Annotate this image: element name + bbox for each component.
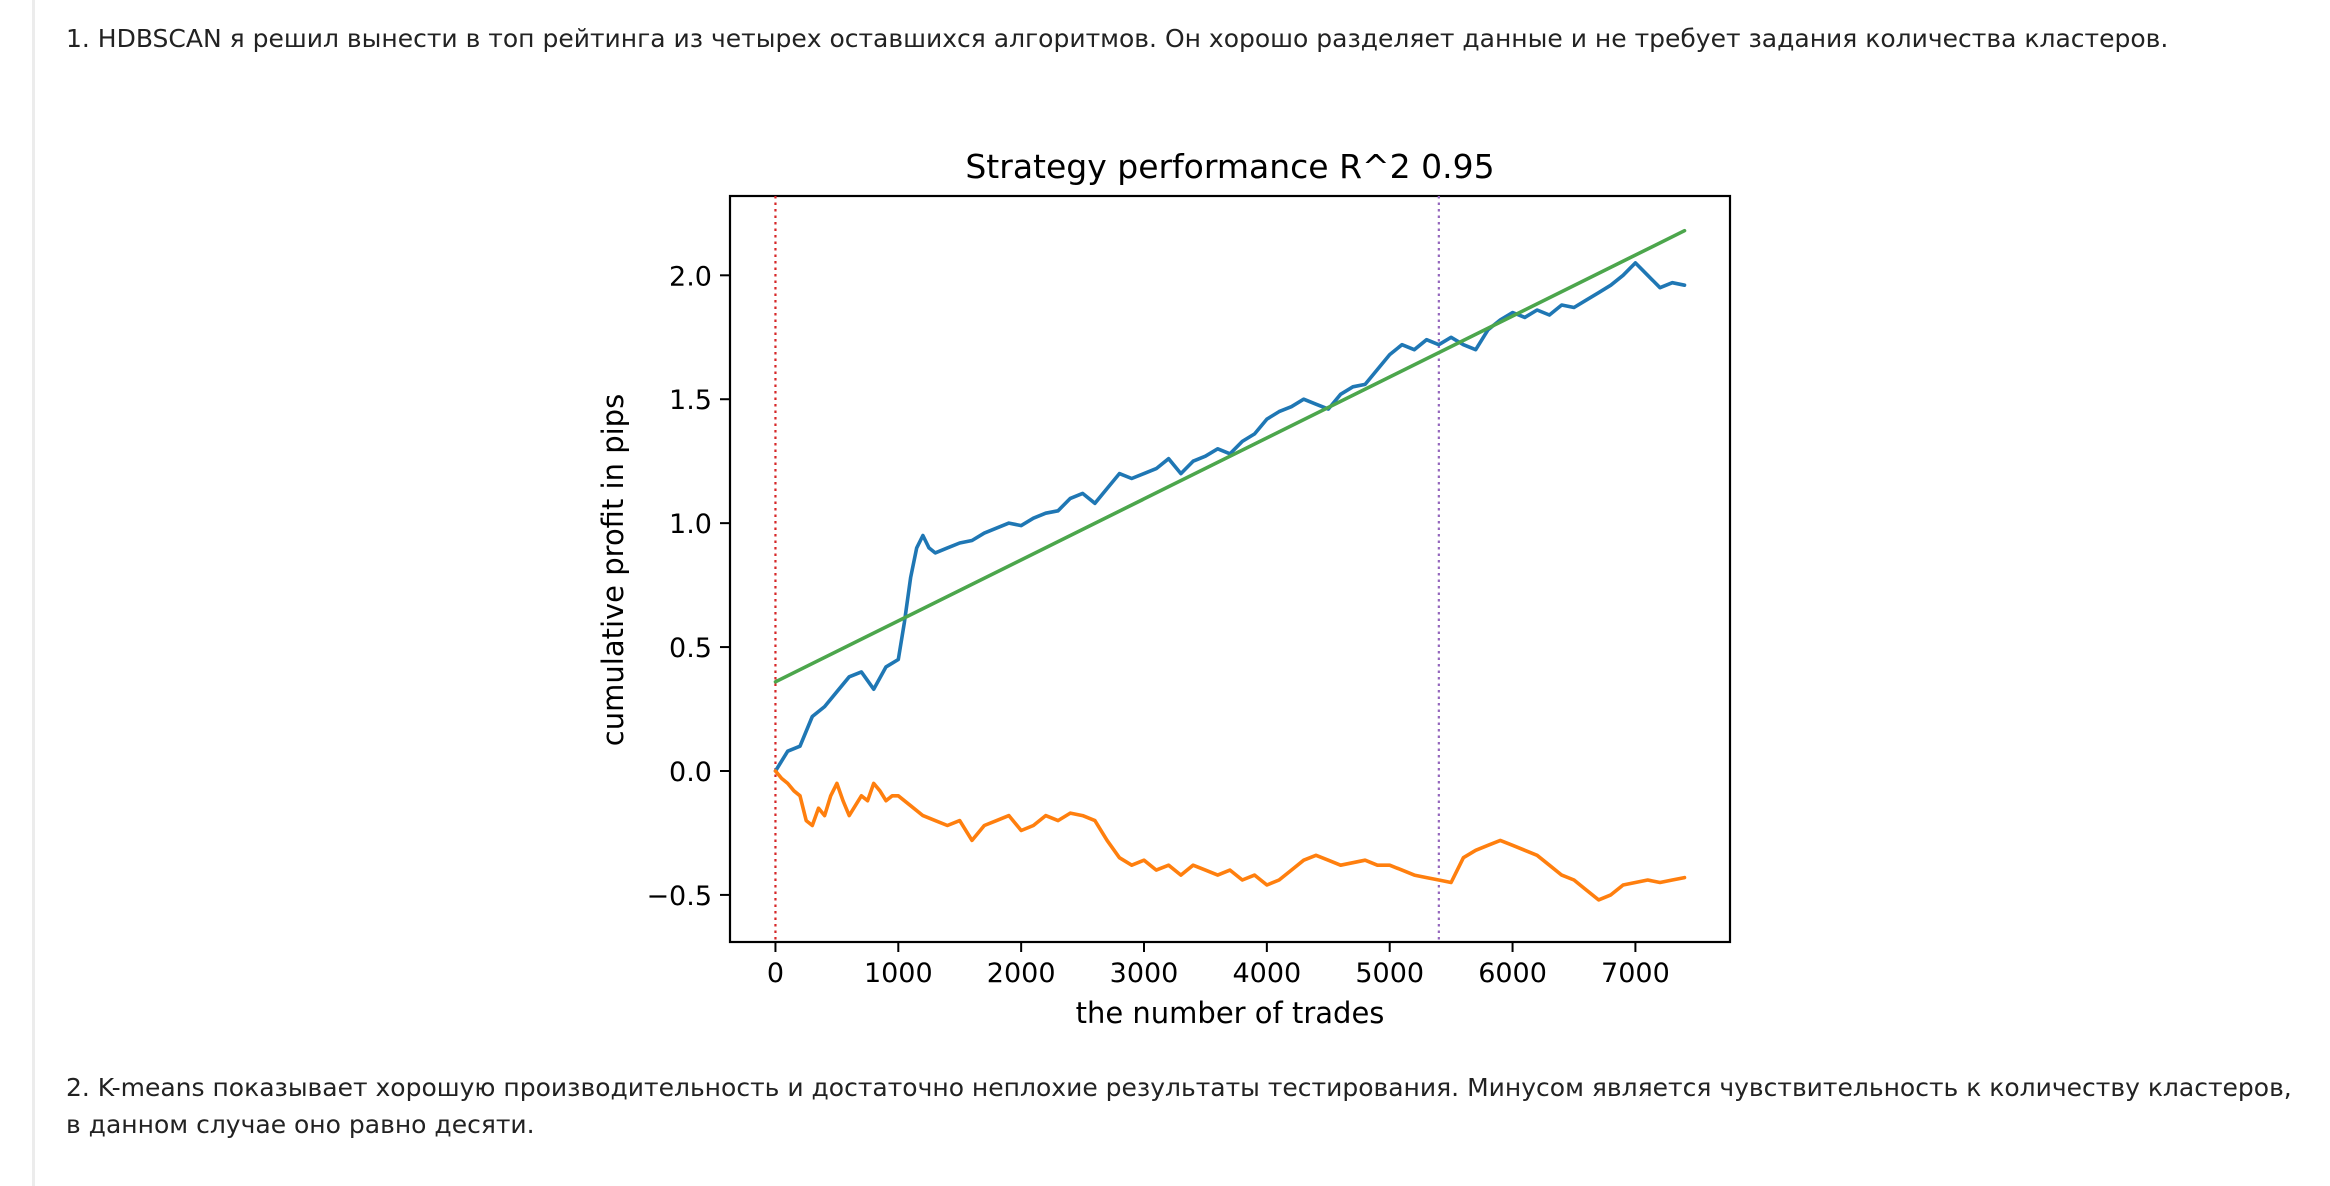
page-left-border — [32, 0, 35, 1186]
vertical-reference-lines — [774, 196, 1440, 942]
x-tick-label: 3000 — [1110, 958, 1179, 989]
series-line-2 — [773, 228, 1687, 684]
plot-frame — [728, 194, 1732, 944]
y-tick-label: 0.5 — [669, 633, 712, 664]
x-tick-label: 2000 — [987, 958, 1056, 989]
chart-title: Strategy performance R^2 0.95 — [965, 147, 1494, 186]
paragraph-kmeans: 2. K-means показывает хорошую производит… — [66, 1073, 2292, 1139]
series-line-1 — [773, 769, 1687, 902]
paragraph-hdbscan: 1. HDBSCAN я решил вынести в топ рейтинг… — [66, 24, 2169, 53]
y-tick-label: 2.0 — [669, 261, 712, 292]
x-tick-label: 1000 — [864, 958, 933, 989]
x-axis-label: the number of trades — [1076, 996, 1385, 1030]
y-axis-label: cumulative profit in pips — [596, 394, 630, 746]
x-tick-label: 7000 — [1601, 958, 1670, 989]
y-tick-label: 1.5 — [669, 385, 712, 416]
x-tick-label: 5000 — [1355, 958, 1424, 989]
y-tick-label: −0.5 — [646, 881, 712, 912]
x-axis-ticks: 0 1000 2000 3000 4000 5000 6000 7000 — [767, 942, 1670, 989]
series-line-0 — [773, 261, 1687, 773]
y-tick-label: 1.0 — [669, 509, 712, 540]
y-tick-label: 0.0 — [669, 757, 712, 788]
y-axis-ticks: −0.5 0.0 0.5 1.0 1.5 2.0 — [646, 261, 730, 912]
x-tick-label: 6000 — [1478, 958, 1547, 989]
x-tick-label: 4000 — [1232, 958, 1301, 989]
strategy-performance-chart: Strategy performance R^2 0.95 the number… — [580, 130, 1760, 1050]
chart-canvas: Strategy performance R^2 0.95 the number… — [596, 147, 1732, 1030]
x-tick-label: 0 — [767, 958, 784, 989]
series-lines — [773, 228, 1687, 902]
